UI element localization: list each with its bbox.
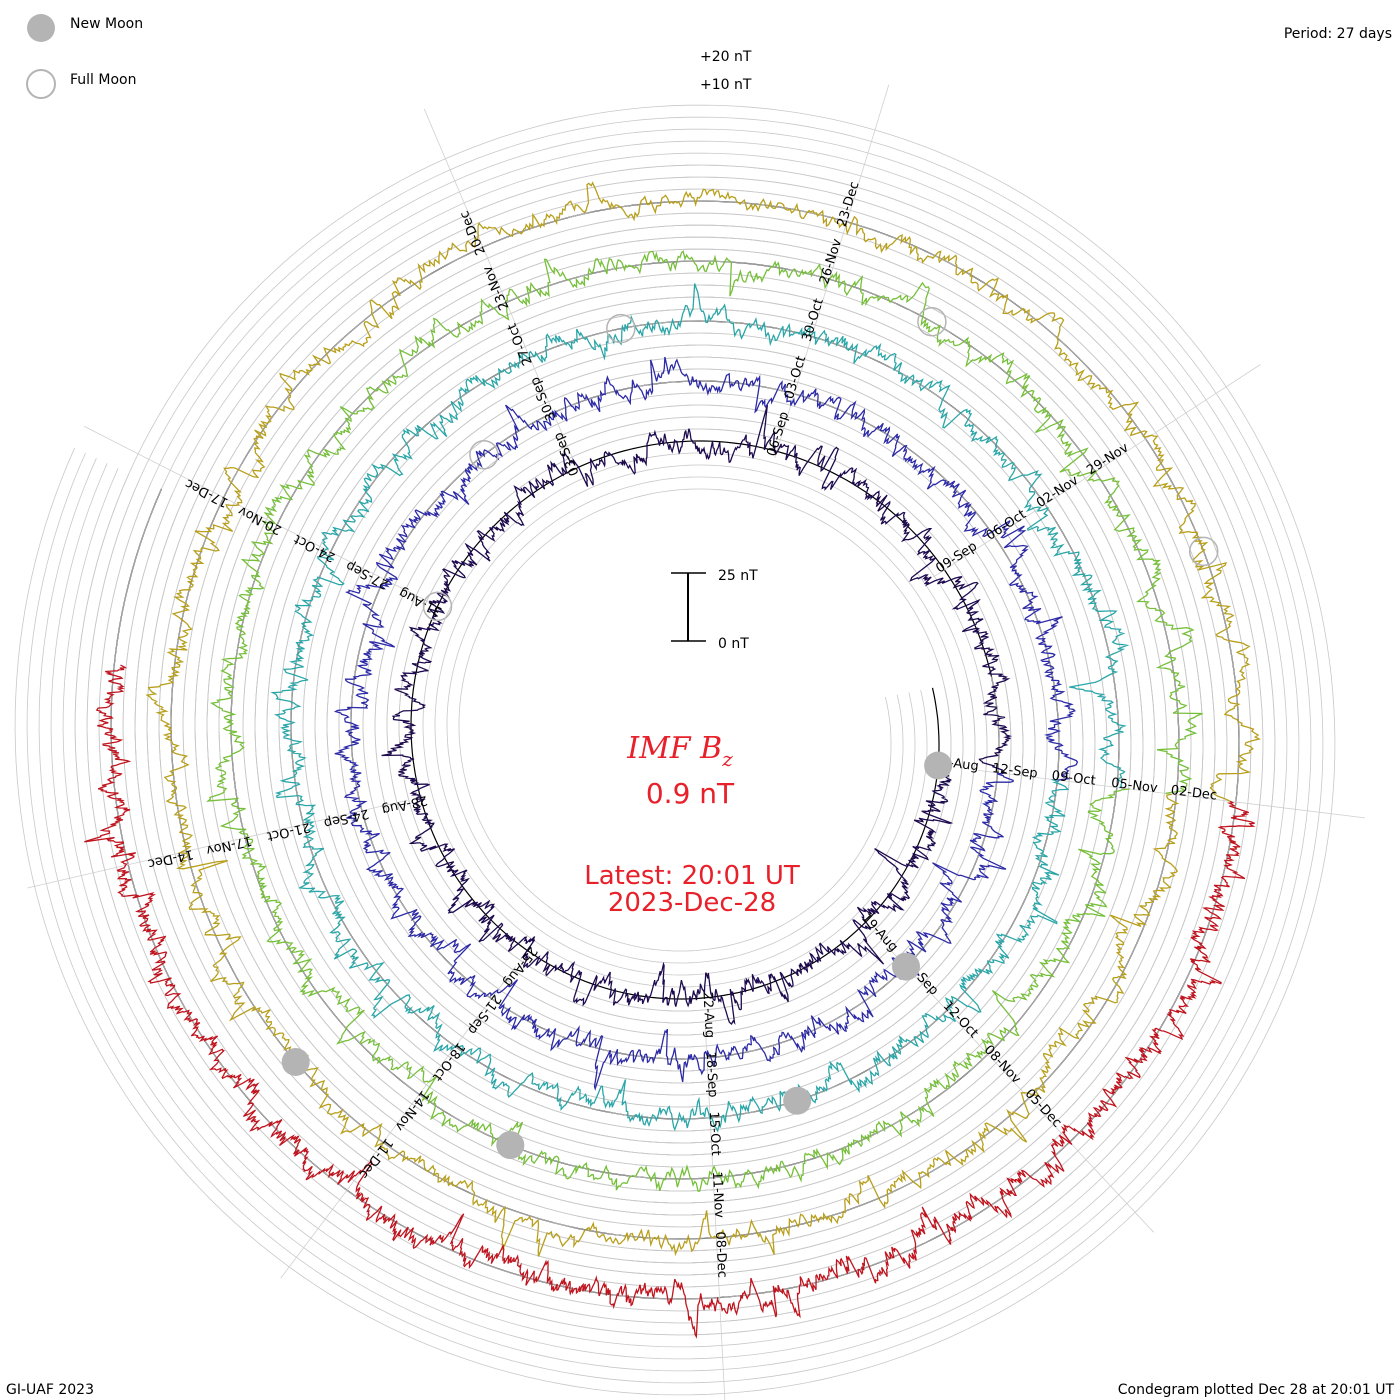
radial-spoke — [280, 966, 516, 1279]
date-label: 22-Aug — [700, 991, 717, 1038]
footer-plotted: Condegram plotted Dec 28 at 20:01 UT — [1118, 1382, 1395, 1398]
new-moon-marker — [783, 1086, 812, 1115]
scale-bar-top: 25 nT — [718, 568, 758, 584]
grid-spiral — [50, 140, 1300, 1360]
latest-date: 2023-Dec-28 — [608, 888, 776, 918]
full-moon-marker — [422, 591, 453, 622]
date-label: 21-Sep — [464, 991, 504, 1037]
radial-spoke — [83, 425, 432, 604]
trace-rot2 — [333, 356, 1079, 1091]
grid-spiral — [26, 116, 1324, 1384]
date-label: 08-Dec — [712, 1231, 729, 1278]
trace-rot1 — [381, 404, 1013, 1026]
full-moon-marker — [1188, 536, 1219, 567]
grid-spiral — [38, 128, 1312, 1372]
date-label: 20-Nov — [236, 503, 285, 538]
date-label: 02-Dec — [1170, 783, 1218, 804]
date-label: 19-Aug — [858, 911, 901, 955]
date-label: 21-Oct — [265, 819, 311, 844]
data-traces — [84, 181, 1262, 1339]
date-label: 23-Dec — [835, 180, 863, 229]
full-moon-marker — [917, 306, 947, 337]
center-value: 0.9 nT — [646, 777, 735, 810]
date-label: 03-Sep — [551, 430, 583, 478]
date-label: 14-Nov — [391, 1087, 431, 1133]
date-label: 24-Sep — [322, 806, 370, 831]
date-label: 08-Nov — [981, 1042, 1024, 1087]
radial-spoke — [423, 108, 578, 469]
grid-spiral — [14, 104, 1336, 1396]
date-label: 30-Sep — [528, 375, 560, 423]
full-moon-marker — [606, 313, 636, 344]
latest-time: Latest: 20:01 UT — [584, 861, 800, 891]
radial-spoke — [27, 799, 408, 889]
legend-new-moon: New Moon — [70, 16, 143, 32]
date-label: 12-Sep — [991, 761, 1038, 781]
new-moon-marker — [924, 751, 953, 780]
date-label: 09-Oct — [1051, 768, 1097, 788]
moon-markers — [281, 306, 1219, 1160]
date-label: 11-Nov — [709, 1171, 726, 1219]
date-label: 03-Oct — [782, 354, 809, 401]
date-label: 30-Oct — [800, 297, 827, 344]
new-moon-marker — [281, 1048, 310, 1076]
ring-scale-lower: +10 nT — [700, 77, 752, 93]
date-label: 26-Nov — [817, 237, 845, 286]
footer-credit: GI-UAF 2023 — [6, 1382, 94, 1398]
date-label: 28-Aug — [380, 792, 429, 817]
trace-rot5 — [145, 181, 1262, 1257]
date-label: 12-Oct — [940, 999, 981, 1041]
scale-bar-bottom: 0 nT — [718, 636, 749, 652]
date-label: 15-Oct — [706, 1111, 723, 1156]
period-label: Period: 27 days — [1284, 26, 1392, 42]
radial-spoke — [887, 946, 1155, 1233]
trace-rot6 — [84, 664, 1256, 1339]
date-label: 18-Sep — [703, 1051, 720, 1097]
date-label: 25-Aug — [500, 943, 540, 989]
full-moon-marker — [469, 440, 499, 470]
new-moon-icon — [27, 14, 55, 42]
new-moon-marker — [496, 1131, 525, 1160]
legend-full-moon: Full Moon — [70, 72, 136, 88]
scale-bar: 25 nT 0 nT — [671, 568, 758, 652]
trace-rot4 — [205, 250, 1203, 1192]
radial-spoke — [704, 1024, 726, 1400]
date-label: 05-Dec — [1022, 1086, 1065, 1130]
date-label: 20-Dec — [457, 208, 489, 257]
trace-rot3 — [270, 283, 1130, 1133]
center-title: IMF Bz — [626, 731, 733, 771]
new-moon-marker — [892, 952, 920, 981]
radial-spoke — [774, 84, 890, 458]
date-label: 05-Nov — [1110, 776, 1158, 797]
ring-scale-upper: +20 nT — [700, 49, 752, 65]
date-label: 24-Oct — [292, 531, 338, 564]
full-moon-icon — [26, 69, 56, 99]
